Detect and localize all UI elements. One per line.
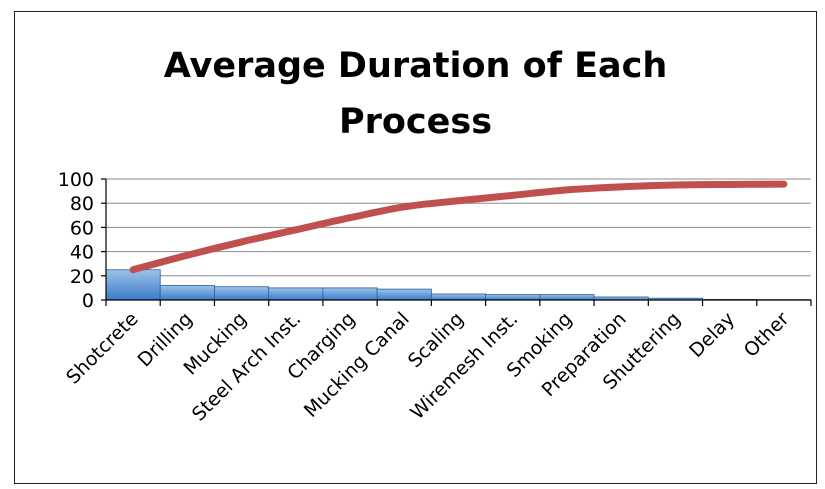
y-tick-label-40: 40 [70,242,94,264]
bar-smoking [539,294,595,301]
x-tick-label-other: Other [740,308,794,362]
chart-frame [14,11,817,484]
bar-mucking-canal [376,288,432,301]
gridlines [106,178,811,277]
cumulative-line-series [129,180,788,274]
y-tick-label-80: 80 [70,193,94,215]
bar-shotcrete [105,269,161,301]
x-tick-label-shotcrete: Shotcrete [62,308,143,389]
y-tick-label-0: 0 [82,290,94,312]
y-tick-label-60: 60 [70,217,94,239]
x-tick-label-delay: Delay [685,308,739,362]
chart-title-line-1: Average Duration of Each [163,46,668,86]
chart-title-line-2: Process [338,102,493,142]
y-tick-label-20: 20 [70,266,94,288]
y-tick-label-100: 100 [58,169,94,191]
bar-mucking [214,286,270,301]
bar-steel-arch-inst [268,287,324,301]
bar-scaling [430,293,487,301]
bar-wiremesh-inst [485,294,541,301]
bar-charging [322,287,378,301]
bar-series [105,269,812,301]
chart-title: Average Duration of Each Process [14,38,817,150]
cumulative-line [129,180,788,274]
axes [101,178,812,306]
bar-drilling [159,285,215,301]
